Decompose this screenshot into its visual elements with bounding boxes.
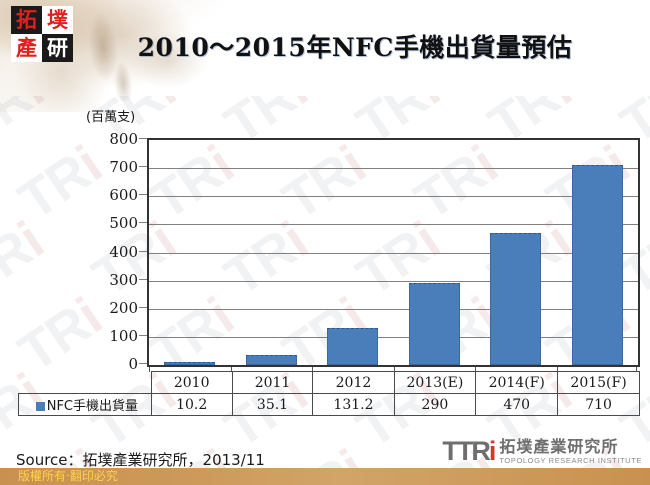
bar-2012 — [327, 328, 379, 365]
x-tick-mark-6 — [636, 367, 637, 372]
brand-logo-char-4: 研 — [42, 34, 73, 62]
table-header-cell-2013(E): 2013(E) — [393, 371, 477, 394]
x-tick-mark-4 — [475, 367, 476, 372]
y-axis-unit-label: (百萬支) — [86, 110, 136, 125]
gridline-400 — [149, 252, 638, 254]
y-tick-label-400: 400 — [109, 242, 138, 261]
series-legend-label: NFC手機出貨量 — [46, 399, 139, 414]
gridline-300 — [149, 280, 638, 282]
plot-area — [147, 138, 640, 367]
table-row-values: NFC手機出貨量 10.2 35.1 131.2 290 470 710 — [18, 393, 640, 416]
tri-logo-name-en: TOPOLOGY RESEARCH INSTITUTE — [499, 456, 642, 465]
gridline-100 — [149, 336, 638, 338]
bar-2013(E) — [408, 283, 460, 365]
tri-logo-name-cn: 拓墣產業研究所 — [499, 437, 619, 457]
tri-logo: TTRi 拓墣產業研究所 TOPOLOGY RESEARCH INSTITUTE — [442, 436, 642, 467]
y-tick-label-0: 0 — [128, 355, 138, 373]
table-value-cell-2014(F): 470 — [475, 393, 559, 416]
brand-logo-char-2: 墣 — [42, 6, 73, 34]
watermark-tile: TRi — [0, 210, 54, 308]
x-tick-mark-2 — [312, 367, 313, 372]
bar-2015(F) — [571, 165, 623, 365]
table-header-cell-2014(F): 2014(F) — [475, 371, 559, 394]
table-value-cell-2015(F): 710 — [557, 393, 640, 416]
table-value-cell-2012: 131.2 — [312, 393, 395, 416]
y-tick-label-200: 200 — [109, 298, 138, 317]
legend-color-swatch-icon — [35, 402, 45, 411]
y-tick-label-600: 600 — [109, 186, 138, 205]
y-tick-label-700: 700 — [109, 158, 138, 177]
x-tick-mark-1 — [230, 367, 232, 372]
y-tick-label-100: 100 — [109, 326, 138, 345]
gridline-500 — [149, 224, 638, 226]
y-tick-label-800: 800 — [109, 130, 138, 148]
y-axis-tick-labels: 800 700 600 500 400 300 200 100 0 — [82, 130, 142, 373]
table-corner-cell — [19, 372, 152, 394]
footer-bar-tail — [340, 468, 650, 485]
watermark-tile: TRi — [0, 96, 54, 156]
x-tick-mark-3 — [393, 367, 395, 372]
table-header-cell-2011: 2011 — [231, 371, 314, 394]
brand-logo-char-1: 拓 — [11, 6, 42, 34]
brand-logo-char-3: 產 — [11, 34, 42, 62]
brand-logo: 拓 墣 產 研 — [11, 6, 73, 62]
tri-logo-dot-accent: i — [488, 436, 496, 467]
table-header-cell-2010: 2010 — [150, 371, 233, 394]
source-note: Source：拓墣產業研究所，2013/11 — [16, 451, 265, 469]
tri-logo-mark: TTRi — [442, 436, 496, 467]
table-value-cell-2010: 10.2 — [150, 393, 233, 416]
x-axis-tick-marks — [147, 367, 640, 372]
copyright-notice: 版權所有‧翻印必究 — [18, 469, 118, 483]
page-title: 2010～2015年NFC手機出貨量預估 — [137, 33, 573, 62]
y-tick-label-500: 500 — [109, 214, 138, 233]
data-table: 2010 2011 2012 2013(E) 2014(F) 2015(F) NFC手機出… — [18, 371, 640, 416]
gridline-200 — [149, 308, 638, 310]
bar-series-nfc-shipments — [149, 140, 638, 365]
table-row-categories: 2010 2011 2012 2013(E) 2014(F) 2015(F) — [19, 371, 640, 394]
table-header-cell-2012: 2012 — [312, 371, 395, 394]
tri-logo-text-block: 拓墣產業研究所 TOPOLOGY RESEARCH INSTITUTE — [499, 437, 642, 465]
gridline-600 — [149, 196, 638, 198]
footer-bar — [0, 468, 340, 485]
x-tick-mark-0 — [149, 367, 150, 372]
bar-2011 — [245, 355, 297, 365]
bar-2014(F) — [490, 232, 542, 365]
gridline-700 — [149, 168, 638, 170]
table-header-cell-2015(F): 2015(F) — [557, 371, 640, 394]
x-tick-mark-5 — [556, 367, 558, 372]
series-legend-cell: NFC手機出貨量 — [18, 393, 152, 416]
bar-2010 — [164, 362, 216, 365]
watermark-tile: TRi — [272, 438, 376, 468]
y-tick-label-300: 300 — [109, 270, 138, 289]
table-value-cell-2013(E): 290 — [393, 393, 477, 416]
table-value-cell-2011: 35.1 — [231, 393, 314, 416]
